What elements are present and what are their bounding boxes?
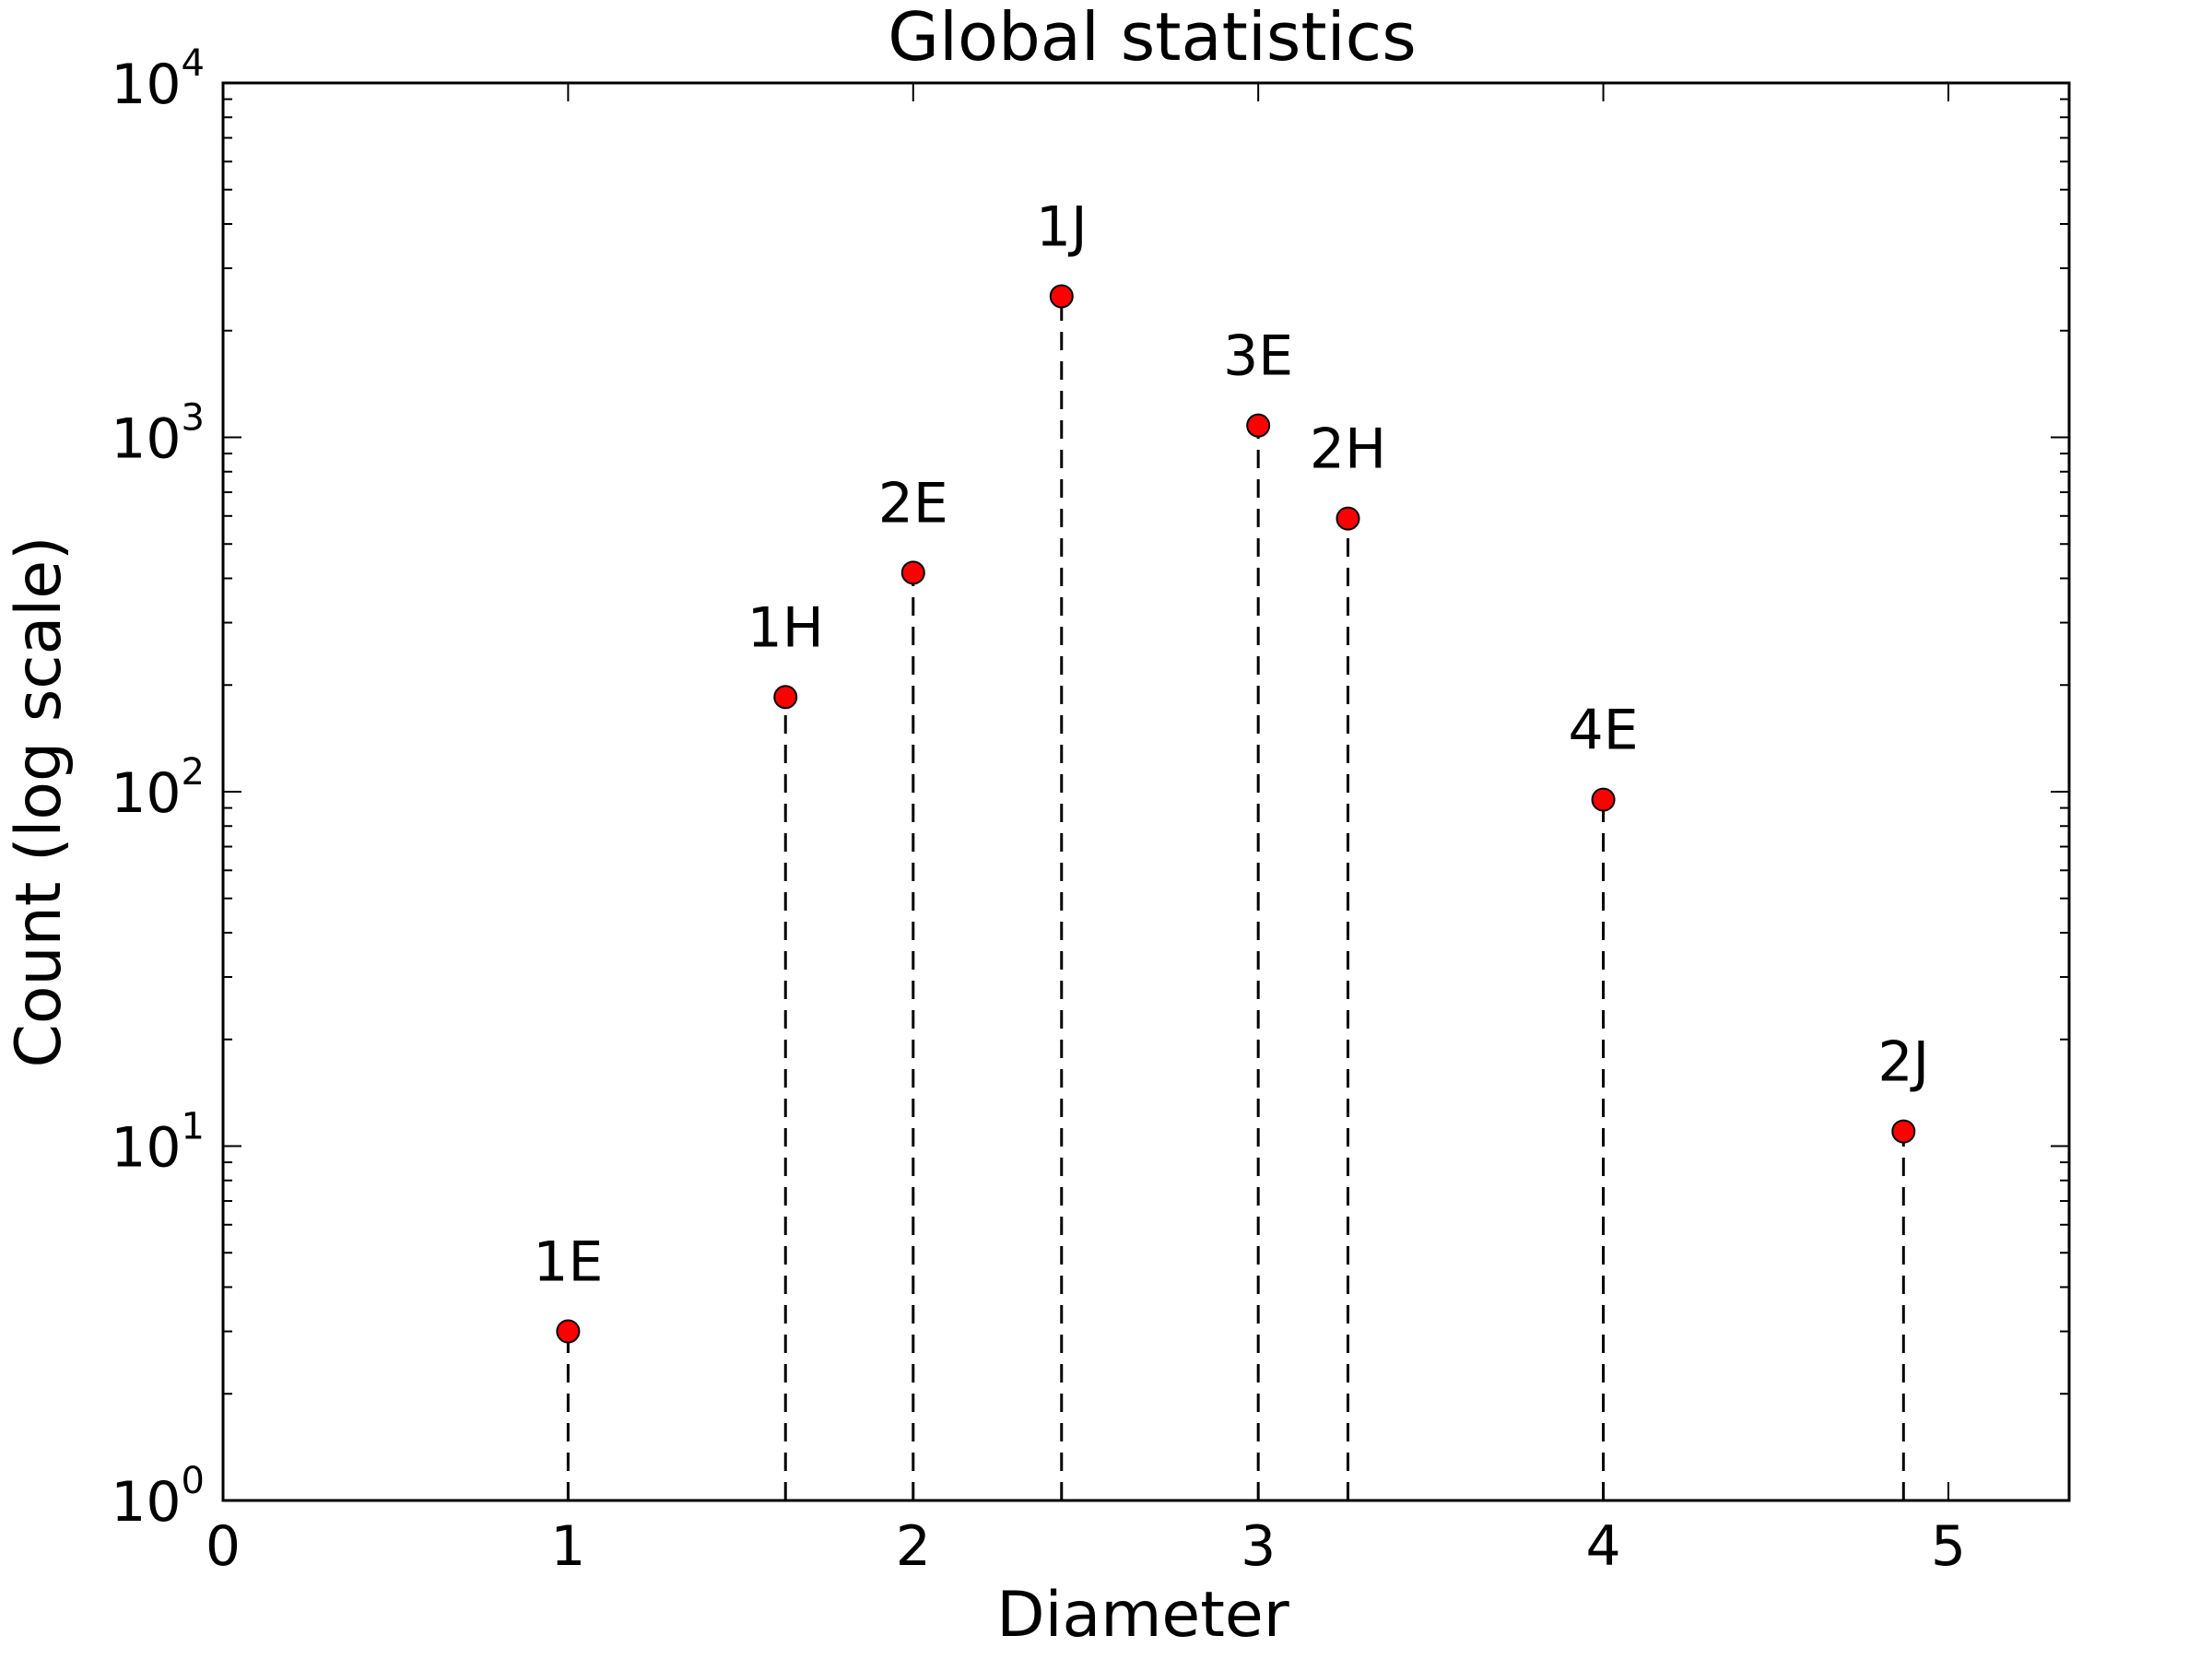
point-label: 2J <box>1877 1030 1929 1095</box>
point-label: 4E <box>1569 699 1639 763</box>
y-tick-base: 10 <box>111 1470 181 1535</box>
point-label: 2H <box>1310 418 1386 482</box>
point-label: 1E <box>533 1230 603 1295</box>
data-point <box>556 1319 581 1344</box>
y-tick-label: 102 <box>111 751 205 826</box>
data-point <box>1049 284 1074 309</box>
point-label: 3E <box>1223 324 1293 389</box>
stems-layer <box>566 296 1905 1500</box>
y-tick-base: 10 <box>111 53 181 117</box>
y-axis-label: Count (log scale) <box>3 535 76 1067</box>
data-point <box>1335 506 1360 531</box>
y-tick-label: 101 <box>111 1106 205 1181</box>
data-point <box>1891 1119 1916 1144</box>
x-tick-label: 4 <box>1585 1514 1620 1579</box>
y-tick-exponent: 2 <box>182 751 205 794</box>
data-point <box>900 560 925 585</box>
markers-layer: 1E 1H 2E 1J 3E 2H 4E 2J <box>533 194 1929 1344</box>
data-point <box>1246 413 1271 438</box>
x-tick-label: 5 <box>1931 1514 1966 1579</box>
data-point <box>773 685 798 710</box>
data-point <box>1591 787 1616 812</box>
y-tick-exponent: 4 <box>182 42 205 85</box>
point-label: 2E <box>878 471 948 535</box>
y-tick-exponent: 1 <box>182 1106 205 1148</box>
x-tick-label: 1 <box>550 1514 585 1579</box>
x-axis-label: Diameter <box>996 1579 1288 1652</box>
y-tick-base: 10 <box>111 1116 181 1181</box>
y-tick-label: 103 <box>111 397 205 472</box>
y-tick-label: 104 <box>111 42 205 117</box>
y-tick-label: 100 <box>111 1460 205 1535</box>
y-tick-base: 10 <box>111 761 181 826</box>
chart-title: Global statistics <box>888 0 1417 76</box>
x-tick-label: 3 <box>1241 1514 1276 1579</box>
point-label: 1H <box>747 595 824 660</box>
point-label: 1J <box>1036 194 1088 259</box>
y-tick-exponent: 0 <box>182 1460 205 1502</box>
x-tick-label: 0 <box>206 1514 241 1579</box>
x-tick-label: 2 <box>896 1514 931 1579</box>
y-tick-exponent: 3 <box>182 397 205 440</box>
y-tick-base: 10 <box>111 407 181 472</box>
